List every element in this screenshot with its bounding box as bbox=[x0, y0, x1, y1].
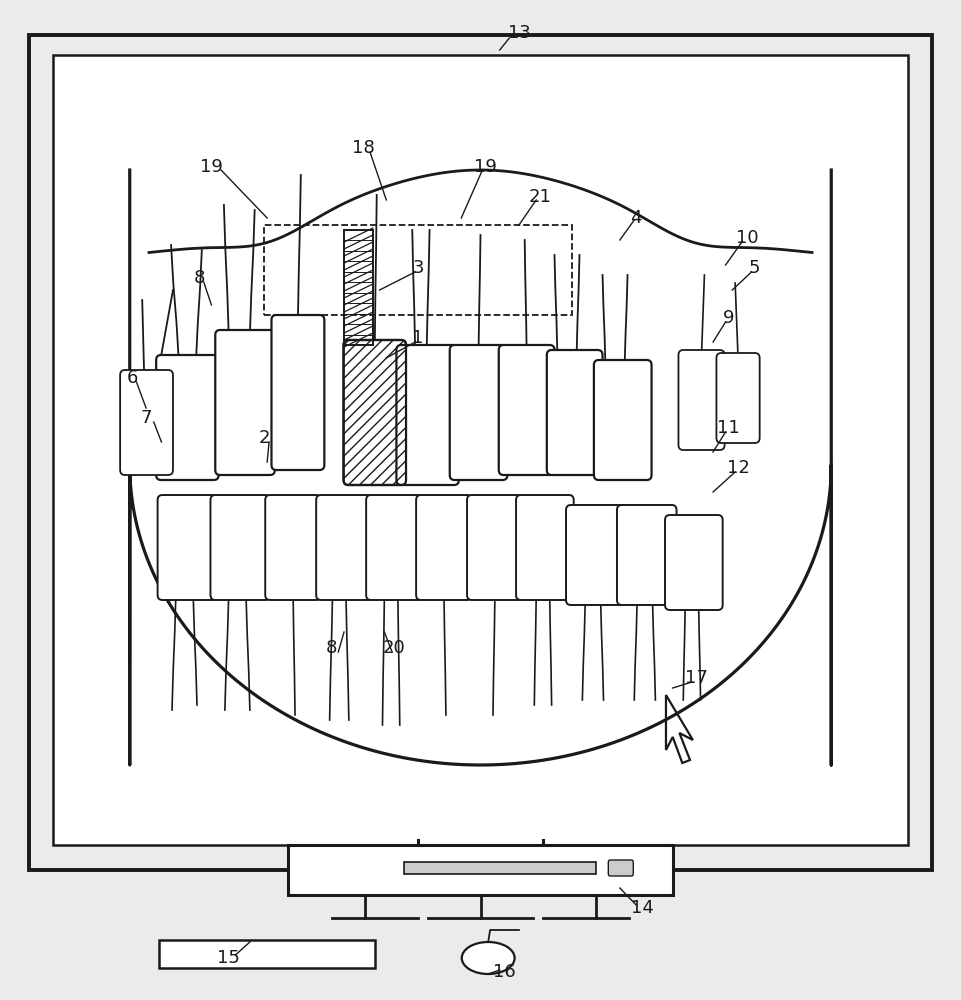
Text: 21: 21 bbox=[529, 188, 552, 206]
FancyBboxPatch shape bbox=[366, 495, 422, 600]
FancyBboxPatch shape bbox=[396, 345, 459, 485]
FancyBboxPatch shape bbox=[547, 350, 603, 475]
FancyBboxPatch shape bbox=[665, 515, 723, 610]
Ellipse shape bbox=[462, 942, 515, 974]
FancyBboxPatch shape bbox=[210, 495, 270, 600]
FancyBboxPatch shape bbox=[271, 315, 325, 470]
Text: 19: 19 bbox=[200, 158, 223, 176]
Text: 15: 15 bbox=[217, 949, 240, 967]
Text: 1: 1 bbox=[412, 329, 424, 347]
FancyBboxPatch shape bbox=[617, 505, 677, 605]
FancyBboxPatch shape bbox=[566, 505, 626, 605]
Text: 14: 14 bbox=[630, 899, 653, 917]
Text: 4: 4 bbox=[630, 209, 642, 227]
Text: 8: 8 bbox=[326, 639, 337, 657]
FancyBboxPatch shape bbox=[516, 495, 574, 600]
Text: 18: 18 bbox=[352, 139, 375, 157]
Polygon shape bbox=[159, 940, 375, 968]
Text: 3: 3 bbox=[412, 259, 424, 277]
FancyBboxPatch shape bbox=[594, 360, 652, 480]
Text: 8: 8 bbox=[194, 269, 206, 287]
FancyBboxPatch shape bbox=[717, 353, 760, 443]
Text: 2: 2 bbox=[259, 429, 270, 447]
FancyBboxPatch shape bbox=[499, 345, 554, 475]
FancyBboxPatch shape bbox=[450, 345, 507, 480]
FancyBboxPatch shape bbox=[215, 330, 275, 475]
FancyBboxPatch shape bbox=[344, 340, 407, 485]
FancyBboxPatch shape bbox=[416, 495, 472, 600]
Polygon shape bbox=[404, 862, 596, 874]
Text: 13: 13 bbox=[507, 24, 530, 42]
Text: 17: 17 bbox=[685, 669, 708, 687]
FancyBboxPatch shape bbox=[678, 350, 725, 450]
Text: 19: 19 bbox=[474, 158, 497, 176]
FancyBboxPatch shape bbox=[158, 495, 217, 600]
FancyBboxPatch shape bbox=[608, 860, 633, 876]
Text: 7: 7 bbox=[140, 409, 152, 427]
Text: 5: 5 bbox=[749, 259, 760, 277]
Text: 6: 6 bbox=[127, 369, 138, 387]
Polygon shape bbox=[53, 55, 908, 845]
Text: 16: 16 bbox=[493, 963, 516, 981]
FancyBboxPatch shape bbox=[467, 495, 523, 600]
Polygon shape bbox=[288, 845, 673, 895]
FancyBboxPatch shape bbox=[265, 495, 321, 600]
Text: 10: 10 bbox=[736, 229, 759, 247]
Text: 12: 12 bbox=[727, 459, 750, 477]
FancyBboxPatch shape bbox=[156, 355, 219, 480]
FancyBboxPatch shape bbox=[316, 495, 372, 600]
Text: 20: 20 bbox=[382, 639, 406, 657]
Text: 11: 11 bbox=[717, 419, 740, 437]
FancyBboxPatch shape bbox=[120, 370, 173, 475]
Text: 9: 9 bbox=[723, 309, 734, 327]
